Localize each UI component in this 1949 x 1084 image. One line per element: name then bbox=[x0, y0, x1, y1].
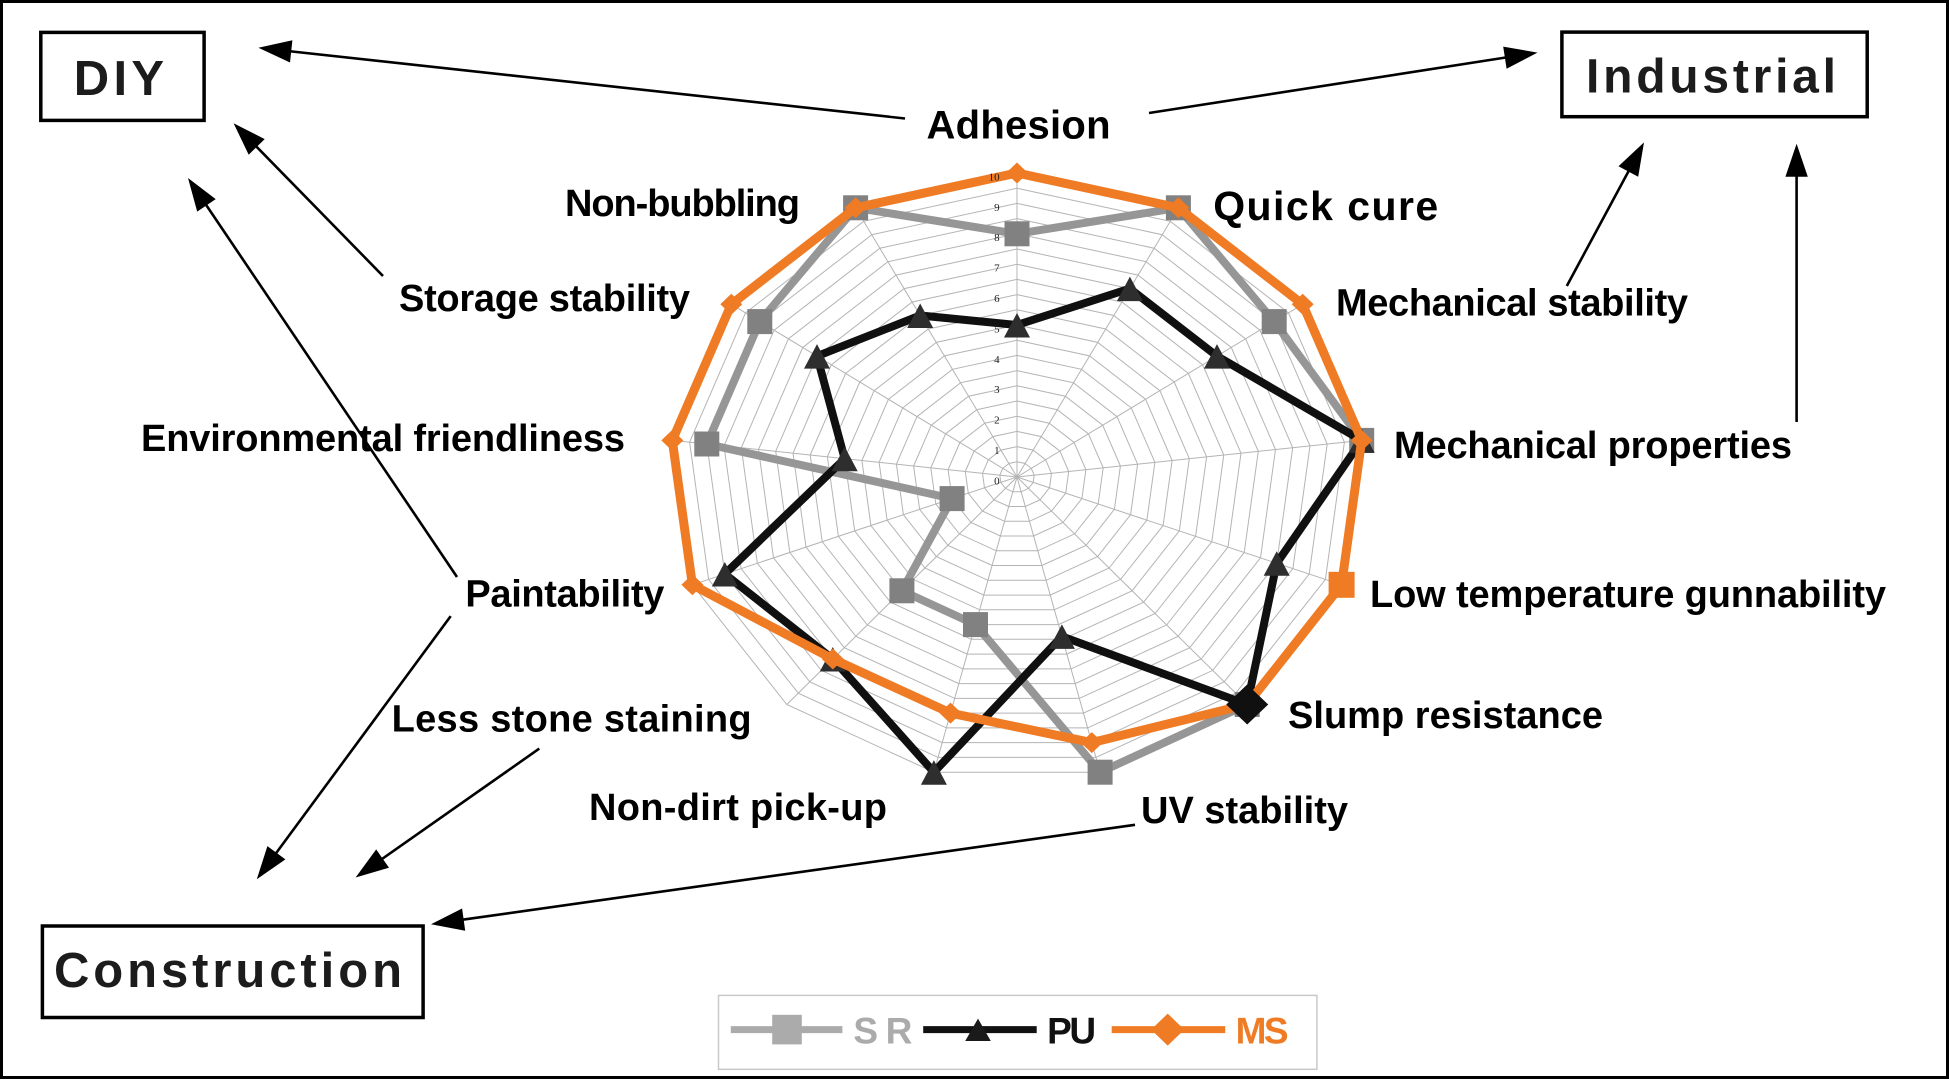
svg-text:5: 5 bbox=[994, 323, 1000, 335]
svg-text:4: 4 bbox=[994, 354, 1000, 366]
svg-text:2: 2 bbox=[994, 415, 1000, 427]
svg-text:Low temperature gunnability: Low temperature gunnability bbox=[1370, 574, 1886, 616]
svg-text:Mechanical properties: Mechanical properties bbox=[1394, 425, 1792, 467]
svg-text:Quick cure: Quick cure bbox=[1213, 183, 1438, 229]
svg-text:DIY: DIY bbox=[74, 52, 164, 106]
svg-text:Mechanical stability: Mechanical stability bbox=[1336, 283, 1688, 325]
svg-text:10: 10 bbox=[989, 171, 1001, 183]
svg-text:Environmental friendliness: Environmental friendliness bbox=[141, 418, 625, 460]
svg-text:Adhesion: Adhesion bbox=[927, 104, 1111, 148]
svg-text:Storage stability: Storage stability bbox=[399, 278, 690, 320]
svg-text:Less stone staining: Less stone staining bbox=[392, 699, 752, 741]
svg-text:Paintability: Paintability bbox=[465, 574, 664, 616]
svg-text:Slump resistance: Slump resistance bbox=[1288, 695, 1603, 737]
svg-text:Non-bubbling: Non-bubbling bbox=[565, 183, 800, 225]
svg-text:Non-dirt pick-up: Non-dirt pick-up bbox=[589, 787, 887, 829]
svg-text:0: 0 bbox=[994, 475, 1000, 487]
svg-text:MS: MS bbox=[1236, 1011, 1289, 1052]
svg-text:8: 8 bbox=[994, 232, 1000, 244]
svg-text:7: 7 bbox=[994, 263, 1000, 275]
svg-text:9: 9 bbox=[994, 202, 1000, 214]
svg-text:PU: PU bbox=[1047, 1011, 1096, 1052]
svg-text:Construction: Construction bbox=[54, 944, 402, 998]
svg-text:6: 6 bbox=[994, 293, 1000, 305]
svg-text:Industrial: Industrial bbox=[1586, 51, 1836, 104]
svg-text:UV stability: UV stability bbox=[1141, 790, 1348, 832]
svg-text:3: 3 bbox=[994, 384, 1000, 396]
svg-text:1: 1 bbox=[994, 445, 1000, 457]
